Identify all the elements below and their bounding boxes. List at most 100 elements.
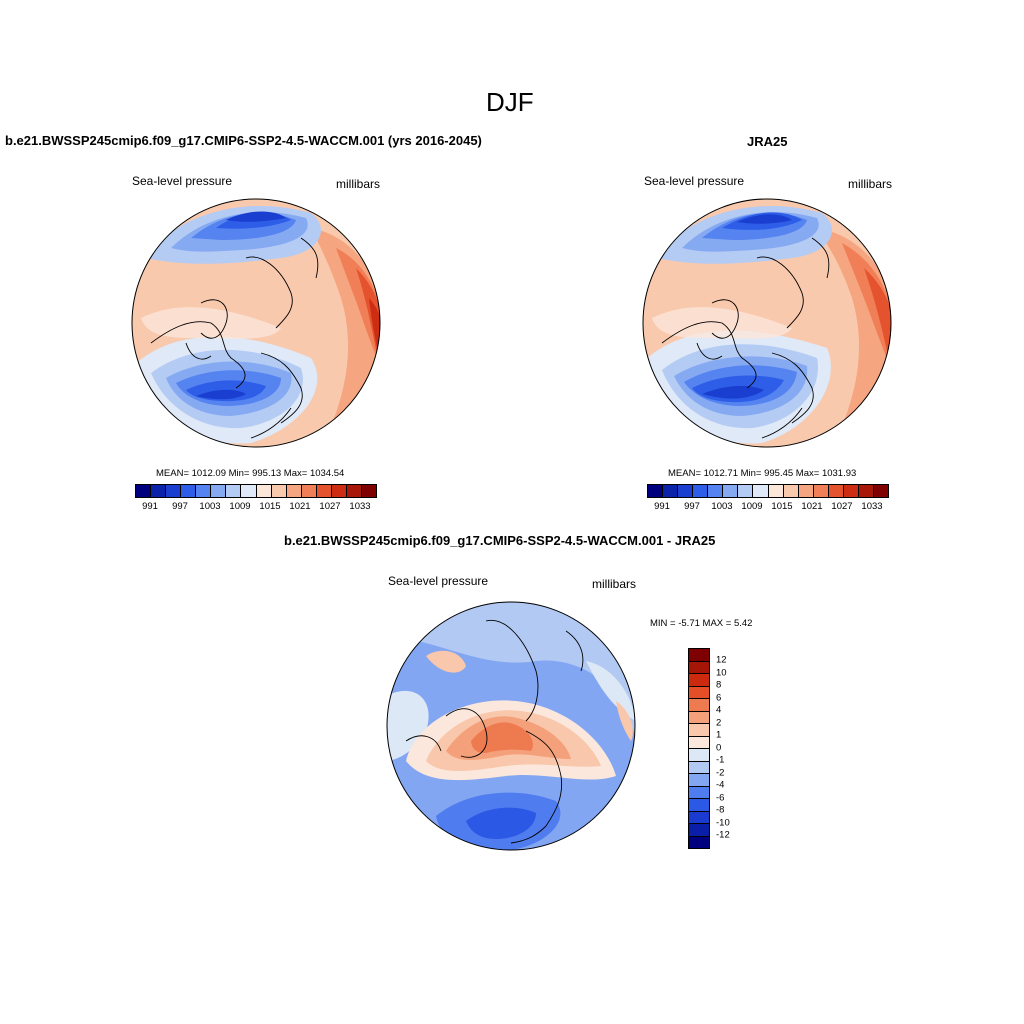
colorbar-swatch [316, 485, 332, 497]
colorbar-tick: 1009 [229, 501, 251, 512]
colorbar-swatch [689, 836, 709, 848]
colorbar-tick: -8 [716, 804, 725, 816]
colorbar-swatch [196, 485, 212, 497]
colorbar-swatch [689, 774, 709, 787]
colorbar-swatch [241, 485, 257, 497]
coastlines [150, 237, 319, 439]
colorbar-swatch [689, 649, 709, 662]
colorbar-tick: -4 [716, 779, 725, 791]
colorbar-tick: -2 [716, 767, 725, 779]
right-label-model: millibars [336, 177, 381, 191]
colorbar-swatch [738, 485, 754, 497]
colorbar-tick: 10 [716, 667, 727, 679]
colorbar-swatch [256, 485, 272, 497]
colorbar-tick: 1033 [861, 501, 883, 512]
colorbar-swatch [798, 485, 814, 497]
colorbar-obs [647, 484, 889, 498]
colorbar-tick: 1033 [349, 501, 371, 512]
stats-diff: MIN = -5.71 MAX = 5.42 [650, 618, 753, 629]
colorbar-swatch [843, 485, 859, 497]
colorbar-swatch [828, 485, 844, 497]
colorbar-tick: -6 [716, 792, 725, 804]
colorbar-swatch [361, 485, 376, 497]
colorbar-swatch [708, 485, 724, 497]
colorbar-tick: 1021 [289, 501, 311, 512]
colorbar-swatch [723, 485, 739, 497]
colorbar-swatch [346, 485, 362, 497]
colorbar-swatch [663, 485, 679, 497]
colorbar-swatch [689, 749, 709, 762]
left-label-model: Sea-level pressure [132, 174, 233, 188]
colorbar-swatch [858, 485, 874, 497]
colorbar-tick: 1003 [711, 501, 733, 512]
colorbar-swatch [689, 786, 709, 799]
colorbar-swatch [226, 485, 242, 497]
stats-model: MEAN= 1012.09 Min= 995.13 Max= 1034.54 [156, 468, 345, 479]
colorbar-swatch [689, 761, 709, 774]
colorbar-swatch [136, 485, 152, 497]
colorbar-tick: -12 [716, 829, 730, 841]
colorbar-tick: 0 [716, 742, 722, 754]
colorbar-swatch [271, 485, 287, 497]
colorbar-swatch [689, 736, 709, 749]
colorbar-tick: 1 [716, 729, 722, 741]
panel-title-obs: JRA25 [747, 134, 788, 149]
colorbar-tick: 4 [716, 704, 722, 716]
colorbar-swatch [689, 686, 709, 699]
colorbar-tick: 2 [716, 717, 722, 729]
panel-title-diff: b.e21.BWSSP245cmip6.f09_g17.CMIP6-SSP2-4… [284, 533, 716, 548]
colorbar-tick: 991 [654, 501, 670, 512]
colorbar-swatch [873, 485, 888, 497]
colorbar-swatch [689, 699, 709, 712]
colorbar-swatch [689, 799, 709, 812]
left-label-obs: Sea-level pressure [644, 174, 745, 188]
colorbar-swatch [301, 485, 317, 497]
polar-map-diff [386, 601, 636, 851]
colorbar-tick: 1015 [259, 501, 281, 512]
colorbar-swatch [689, 811, 709, 824]
colorbar-tick: 997 [172, 501, 188, 512]
figure-title: DJF [486, 87, 534, 117]
colorbar-tick: 1003 [199, 501, 221, 512]
colorbar-ticks-diff: 12 10 8 6 4 2 1 0 -1 -2 -4 -6 -8 -10 -12 [716, 648, 746, 847]
colorbar-swatch [689, 674, 709, 687]
polar-map-model [131, 198, 381, 448]
colorbar-ticks-model: 991 997 1003 1009 1015 1021 1027 1033 [135, 501, 375, 513]
colorbar-tick: 1027 [319, 501, 341, 512]
panel-title-model: b.e21.BWSSP245cmip6.f09_g17.CMIP6-SSP2-4… [5, 133, 482, 148]
coastlines [661, 237, 830, 439]
colorbar-swatch [678, 485, 694, 497]
colorbar-model [135, 484, 377, 498]
right-label-obs: millibars [848, 177, 893, 191]
colorbar-swatch [331, 485, 347, 497]
colorbar-tick: 997 [684, 501, 700, 512]
colorbar-diff [688, 648, 710, 849]
colorbar-swatch [813, 485, 829, 497]
colorbar-tick: 12 [716, 654, 727, 666]
colorbar-swatch [211, 485, 227, 497]
left-label-diff: Sea-level pressure [388, 574, 489, 588]
colorbar-swatch [151, 485, 167, 497]
colorbar-swatch [689, 661, 709, 674]
colorbar-ticks-obs: 991 997 1003 1009 1015 1021 1027 1033 [647, 501, 887, 513]
colorbar-swatch [768, 485, 784, 497]
right-label-diff: millibars [592, 577, 637, 591]
colorbar-tick: 1027 [831, 501, 853, 512]
coastlines [405, 619, 584, 844]
colorbar-swatch [286, 485, 302, 497]
colorbar-tick: 1015 [771, 501, 793, 512]
stats-obs: MEAN= 1012.71 Min= 995.45 Max= 1031.93 [668, 468, 857, 479]
colorbar-swatch [689, 724, 709, 737]
colorbar-swatch [753, 485, 769, 497]
colorbar-swatch [166, 485, 182, 497]
colorbar-tick: 1021 [801, 501, 823, 512]
colorbar-tick: 1009 [741, 501, 763, 512]
colorbar-swatch [689, 711, 709, 724]
colorbar-tick: -10 [716, 817, 730, 829]
colorbar-swatch [648, 485, 664, 497]
colorbar-swatch [689, 824, 709, 837]
colorbar-tick: -1 [716, 754, 725, 766]
polar-map-obs [642, 198, 892, 448]
colorbar-tick: 8 [716, 679, 722, 691]
colorbar-swatch [693, 485, 709, 497]
